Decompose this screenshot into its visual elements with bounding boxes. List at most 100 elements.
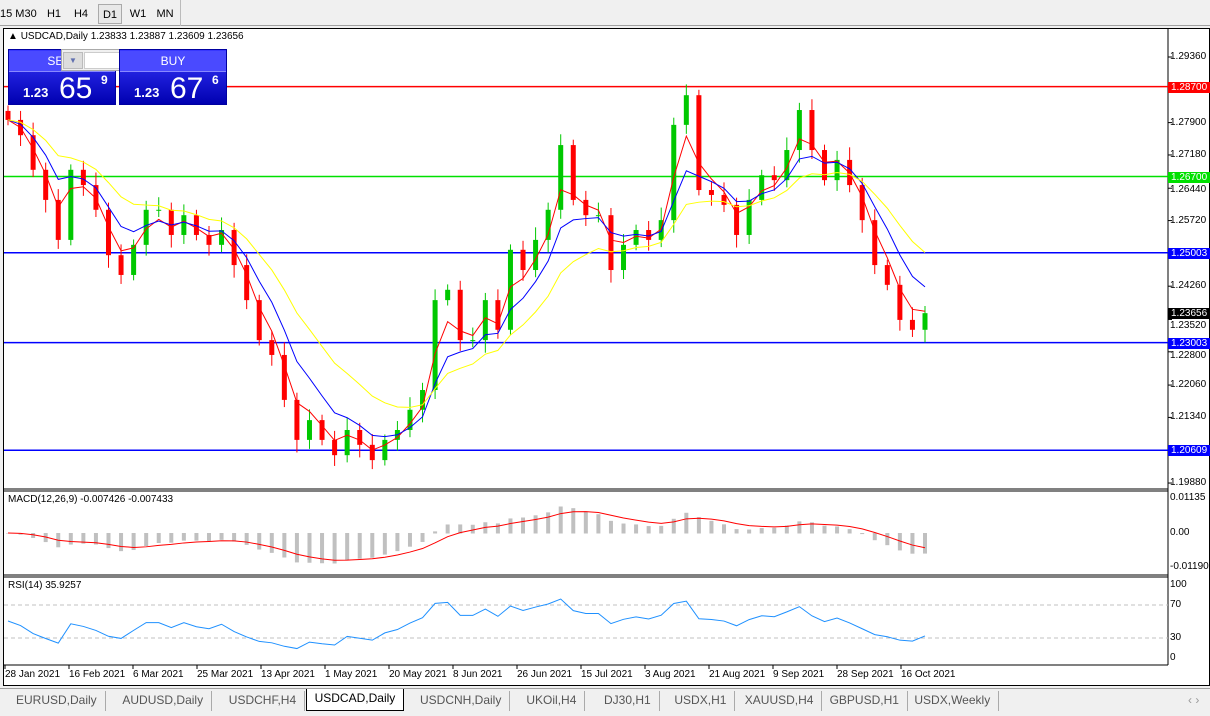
macd-histogram-bar [659, 525, 664, 534]
timeframe-d1-button[interactable]: D1 [98, 4, 122, 24]
candle-body [244, 265, 250, 301]
candle-body [30, 135, 36, 170]
chart-tab[interactable]: UKOil,H4 [518, 691, 586, 711]
candle-body [294, 399, 300, 440]
timeframe-w1-button[interactable]: W1 [129, 8, 147, 20]
price-axis-label: 1.27180 [1170, 148, 1207, 160]
chart-tab[interactable]: USDX,H1 [666, 691, 736, 711]
macd-histogram-bar [81, 533, 86, 544]
price-axis-label: 1.23520 [1170, 320, 1207, 332]
sell-price-prefix: 1.23 [23, 85, 49, 100]
time-axis-label: 16 Feb 2021 [69, 669, 126, 680]
tab-scroll-arrows-icon[interactable]: ‹ › [1188, 693, 1200, 707]
macd-histogram-bar [910, 533, 915, 554]
candle-body [43, 169, 49, 200]
buy-button[interactable]: BUY 1.23 67 6 [119, 49, 227, 105]
macd-label: MACD(12,26,9) -0.007426 -0.007433 [8, 494, 174, 505]
macd-histogram-bar [521, 517, 526, 534]
chart-tab[interactable]: USDX,Weekly [906, 691, 1000, 711]
macd-histogram-bar [68, 533, 73, 545]
macd-histogram-bar [332, 533, 337, 564]
candle-body [118, 255, 124, 275]
level-price-tag: 1.25003 [1168, 247, 1210, 259]
candle-body [771, 175, 777, 181]
chart-tab[interactable]: EURUSD,Daily [8, 691, 106, 711]
ma-mid-line [7, 119, 926, 438]
candle-body [595, 215, 601, 217]
macd-histogram-bar [257, 533, 262, 550]
candle-body [269, 340, 275, 355]
candle-body [809, 110, 815, 151]
macd-histogram-bar [671, 518, 676, 534]
macd-histogram-bar [370, 533, 375, 558]
candle-body [570, 145, 576, 200]
macd-histogram-bar [784, 525, 789, 534]
candle-body [520, 249, 526, 271]
rsi-label: RSI(14) 35.9257 [8, 580, 82, 591]
candle-body [658, 220, 664, 240]
candle-body [168, 209, 174, 235]
chart-tab[interactable]: DJ30,H1 [596, 691, 660, 711]
candle-body [683, 95, 689, 125]
macd-histogram-bar [106, 533, 111, 549]
collapse-triangle-icon[interactable]: ▲ [8, 31, 18, 42]
current-price-tag: 1.23656 [1168, 308, 1210, 320]
time-axis-label: 15 Jul 2021 [581, 669, 633, 680]
candle-body [608, 215, 614, 271]
chart-tab[interactable]: USDCNH,Daily [412, 691, 511, 711]
chart-tab[interactable]: XAUUSD,H4 [737, 691, 823, 711]
chart-tab[interactable]: GBPUSD,H1 [822, 691, 908, 711]
macd-histogram-bar [923, 533, 927, 554]
timeframe-mn-button[interactable]: MN [156, 8, 174, 20]
timeframe-m30-button[interactable]: M30 [15, 8, 37, 20]
level-price-tag: 1.20609 [1168, 445, 1210, 457]
macd-histogram-bar [458, 524, 463, 534]
candle-body [909, 319, 915, 330]
macd-histogram-bar [847, 529, 852, 534]
time-axis-label: 1 May 2021 [325, 669, 378, 680]
rsi-axis-0: 0 [1170, 652, 1176, 663]
macd-axis-min: -0.011904 [1170, 561, 1210, 572]
candle-body [382, 439, 388, 461]
candle-body [181, 215, 187, 235]
time-axis-label: 8 Jun 2021 [453, 669, 503, 680]
candle-body [5, 110, 11, 120]
candle-body [80, 169, 86, 186]
candle-body [822, 150, 828, 181]
level-price-tag: 1.26700 [1168, 171, 1210, 183]
chart-tab[interactable]: AUDUSD,Daily [114, 691, 213, 711]
macd-histogram-bar [119, 533, 124, 552]
timeframe-m15-button[interactable]: 15 [0, 8, 13, 20]
chart-tab[interactable]: USDCAD,Daily [305, 689, 405, 711]
candle-body [357, 430, 363, 445]
time-axis-label: 25 Mar 2021 [197, 669, 254, 680]
candle-body [558, 145, 564, 210]
candle-body [884, 265, 890, 285]
candle-body [206, 234, 212, 245]
timeframe-h1-button[interactable]: H1 [46, 8, 62, 20]
level-price-tag: 1.23003 [1168, 337, 1210, 349]
candle-body [131, 244, 137, 275]
macd-histogram-bar [269, 533, 274, 553]
volume-decrease-button[interactable]: ▼ [63, 52, 83, 69]
macd-histogram-bar [445, 524, 450, 534]
macd-histogram-bar [31, 533, 36, 538]
macd-histogram-bar [156, 533, 161, 544]
candle-body [369, 444, 375, 461]
macd-histogram-bar [470, 524, 475, 534]
chart-window[interactable] [3, 28, 1210, 686]
macd-histogram-bar [797, 521, 802, 534]
macd-histogram-bar [583, 511, 588, 534]
candle-body [332, 439, 338, 456]
rsi-axis-100: 100 [1170, 579, 1187, 590]
buy-price-big: 67 [170, 72, 204, 105]
candle-body [68, 169, 74, 240]
chart-tab[interactable]: USDCHF,H4 [221, 691, 306, 711]
macd-histogram-bar [772, 527, 777, 534]
candle-body [708, 190, 714, 195]
timeframe-h4-button[interactable]: H4 [73, 8, 89, 20]
buy-label: BUY [120, 51, 226, 72]
candle-body [156, 209, 162, 211]
candle-body [470, 340, 476, 342]
